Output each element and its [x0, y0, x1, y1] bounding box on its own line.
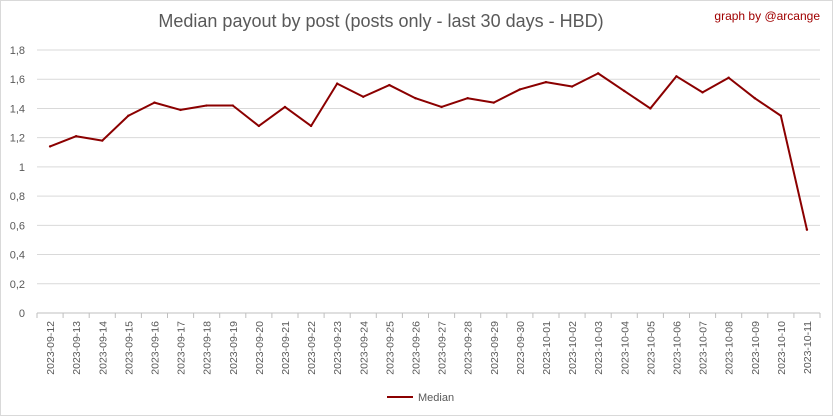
y-tick-label: 0,8 — [10, 191, 25, 203]
x-tick-label: 2023-09-15 — [123, 321, 135, 375]
x-tick-label: 2023-09-25 — [384, 321, 396, 375]
x-tick-label: 2023-10-09 — [750, 321, 762, 375]
x-tick-label: 2023-09-19 — [228, 321, 240, 375]
data-point — [596, 72, 600, 75]
data-point — [362, 95, 365, 98]
data-point — [675, 75, 678, 78]
x-tick-label: 2023-09-21 — [280, 321, 292, 375]
x-tick-label: 2023-09-12 — [45, 321, 57, 375]
x-tick-label: 2023-09-23 — [332, 321, 344, 375]
x-tick-label: 2023-09-13 — [71, 321, 83, 375]
data-point — [440, 105, 443, 109]
x-tick-label: 2023-09-24 — [358, 321, 370, 375]
data-point — [492, 101, 495, 104]
x-tick-label: 2023-10-03 — [593, 321, 605, 375]
data-point — [518, 88, 522, 91]
x-tick-label: 2023-10-04 — [619, 321, 631, 375]
x-tick-label: 2023-09-26 — [410, 321, 422, 375]
data-point — [388, 83, 391, 87]
data-point — [283, 105, 287, 109]
data-point — [127, 114, 130, 117]
y-tick-label: 1,2 — [10, 133, 25, 145]
data-point — [153, 101, 156, 104]
data-point — [544, 80, 548, 84]
data-point — [805, 228, 809, 231]
legend-label: Median — [418, 392, 454, 404]
x-tick-label: 2023-10-02 — [567, 321, 579, 375]
data-point — [623, 89, 626, 93]
credit-annotation: graph by @arcange — [714, 9, 820, 23]
data-point — [701, 91, 704, 94]
x-tick-label: 2023-10-11 — [802, 321, 814, 374]
x-tick-label: 2023-10-06 — [671, 321, 683, 375]
y-tick-label: 1,8 — [10, 45, 25, 57]
y-tick-label: 1,6 — [10, 74, 25, 86]
x-tick-label: 2023-09-18 — [202, 321, 214, 375]
y-tick-label: 0,4 — [10, 250, 25, 262]
data-point — [101, 139, 104, 142]
x-tick-label: 2023-10-10 — [776, 321, 788, 375]
data-point — [205, 104, 208, 107]
data-point — [649, 107, 652, 110]
x-tick-label: 2023-09-22 — [306, 321, 318, 375]
data-point — [727, 76, 730, 79]
x-tick-label: 2023-09-16 — [149, 321, 161, 375]
y-tick-label: 0 — [19, 308, 25, 320]
y-tick-label: 1 — [19, 162, 25, 174]
data-point — [48, 145, 52, 148]
x-tick-label: 2023-09-29 — [489, 321, 501, 375]
x-tick-label: 2023-10-05 — [645, 321, 657, 375]
data-point — [74, 135, 78, 138]
data-point — [779, 114, 783, 117]
data-point — [466, 97, 469, 100]
x-tick-label: 2023-09-30 — [515, 321, 527, 375]
chart-title: Median payout by post (posts only - last… — [158, 11, 604, 31]
data-point — [257, 124, 261, 128]
data-point — [335, 82, 339, 85]
x-tick-label: 2023-10-08 — [724, 321, 736, 375]
data-point — [570, 85, 574, 88]
x-tick-label: 2023-09-14 — [97, 321, 109, 375]
series-line-median — [49, 72, 808, 230]
data-point — [231, 104, 234, 107]
data-point — [753, 97, 756, 100]
x-tick-label: 2023-10-01 — [541, 321, 553, 375]
y-tick-label: 1,4 — [10, 103, 25, 115]
data-point — [309, 124, 313, 128]
x-tick-label: 2023-09-17 — [176, 321, 188, 375]
y-tick-label: 0,6 — [10, 220, 25, 232]
y-tick-label: 0,2 — [10, 279, 25, 291]
x-tick-label: 2023-09-27 — [437, 321, 449, 375]
x-tick-label: 2023-09-20 — [254, 321, 266, 375]
data-point — [179, 108, 182, 112]
data-point — [414, 97, 417, 100]
x-tick-label: 2023-10-07 — [698, 321, 710, 375]
x-tick-label: 2023-09-28 — [463, 321, 475, 375]
